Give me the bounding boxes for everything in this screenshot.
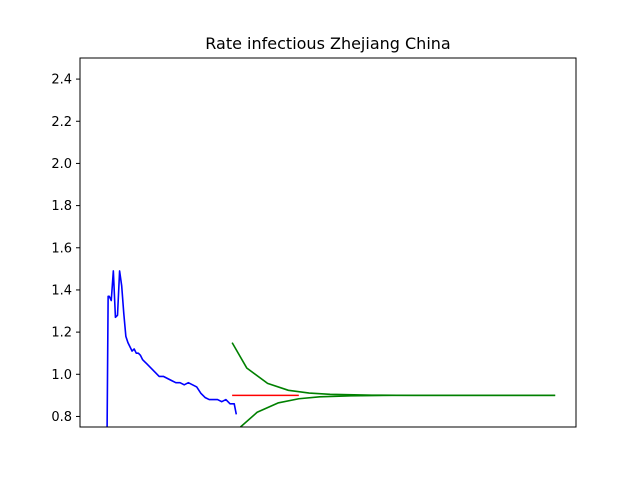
plot-area bbox=[80, 58, 576, 427]
y-tick-label: 2.0 bbox=[51, 157, 72, 172]
plot-frame bbox=[79, 57, 577, 428]
series-layer bbox=[106, 270, 556, 427]
y-tick-label: 1.4 bbox=[51, 283, 72, 298]
y-tick-label: 1.6 bbox=[51, 241, 72, 256]
series-line-1 bbox=[106, 270, 238, 427]
y-axis: 0.8 1.0 1.2 1.4 1.6 1.8 2.0 2.2 2.4 bbox=[51, 73, 80, 425]
y-tick-label: 1.8 bbox=[51, 199, 72, 214]
y-tick-label: 1.0 bbox=[51, 368, 72, 383]
y-tick-label: 0.8 bbox=[51, 410, 72, 425]
y-tick-label: 2.2 bbox=[51, 115, 72, 130]
series-line-4 bbox=[239, 394, 556, 427]
chart-title: Rate infectious Zhejiang China bbox=[205, 34, 450, 53]
y-tick-label: 2.4 bbox=[51, 73, 72, 88]
y-tick-label: 1.2 bbox=[51, 326, 72, 341]
